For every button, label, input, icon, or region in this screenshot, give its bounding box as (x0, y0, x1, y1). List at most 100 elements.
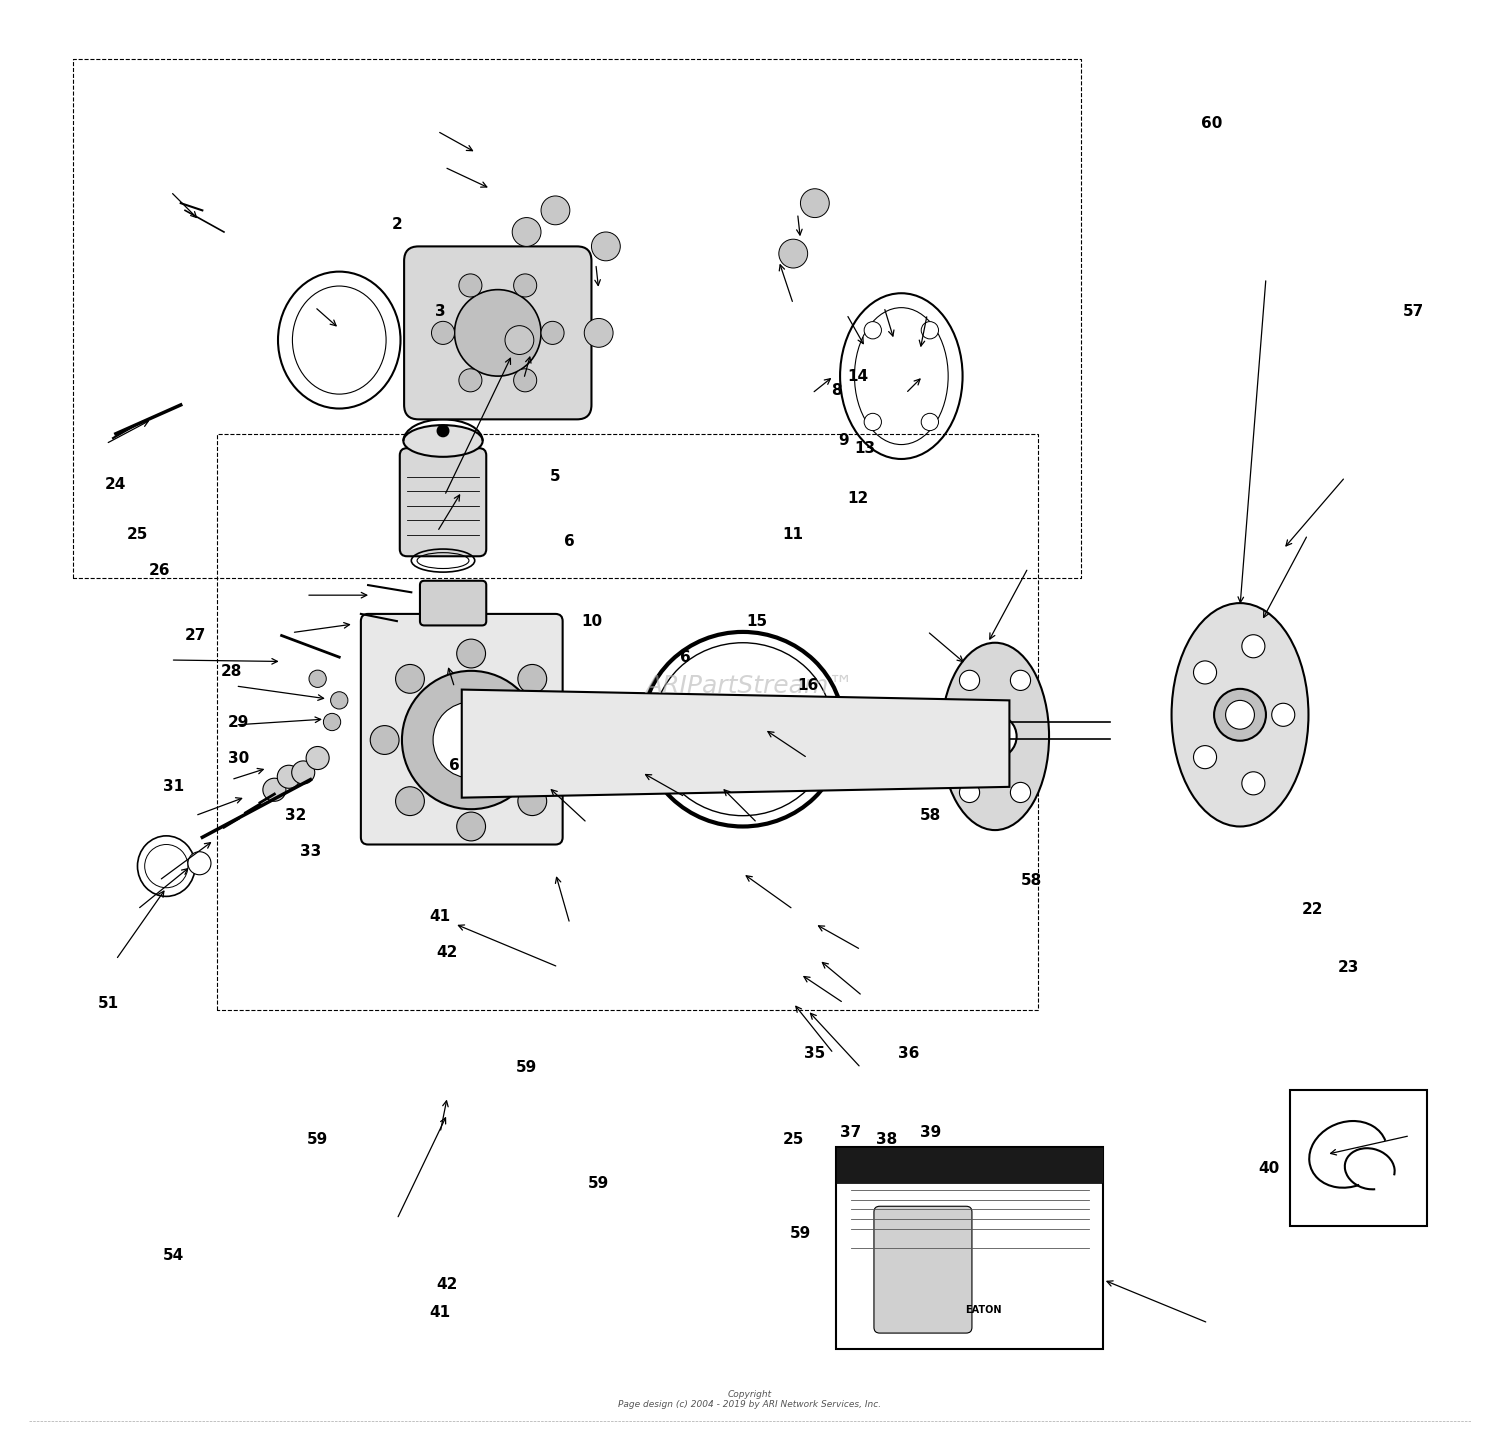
Circle shape (324, 713, 340, 731)
Circle shape (506, 326, 534, 354)
Circle shape (456, 640, 486, 669)
Text: 8: 8 (831, 383, 842, 399)
Text: 6: 6 (680, 650, 690, 664)
Text: 3: 3 (435, 303, 445, 319)
Circle shape (1242, 771, 1264, 794)
Ellipse shape (940, 643, 1048, 830)
Circle shape (801, 189, 830, 218)
Circle shape (513, 274, 537, 297)
Text: 16: 16 (796, 679, 819, 693)
Text: 51: 51 (98, 995, 118, 1011)
Circle shape (402, 671, 540, 809)
FancyBboxPatch shape (874, 1206, 972, 1333)
Bar (1290, 1090, 1428, 1226)
Circle shape (542, 196, 570, 225)
Ellipse shape (896, 713, 921, 760)
Text: 41: 41 (429, 1305, 450, 1320)
Text: 29: 29 (228, 715, 249, 729)
Polygon shape (462, 690, 1010, 797)
FancyBboxPatch shape (362, 614, 562, 845)
Text: 59: 59 (516, 1060, 537, 1076)
Circle shape (513, 368, 537, 391)
Circle shape (1242, 635, 1264, 658)
Circle shape (591, 232, 621, 261)
Text: 11: 11 (783, 527, 804, 542)
Circle shape (396, 664, 424, 693)
Text: 42: 42 (436, 1276, 457, 1291)
Ellipse shape (952, 713, 980, 760)
Text: 10: 10 (580, 614, 602, 628)
Text: 2: 2 (392, 217, 402, 232)
Text: 30: 30 (228, 751, 249, 765)
Text: 6: 6 (448, 758, 460, 773)
Text: 59: 59 (588, 1175, 609, 1191)
Circle shape (370, 725, 399, 754)
Text: 15: 15 (747, 614, 768, 628)
Text: 40: 40 (1258, 1161, 1280, 1177)
Circle shape (1011, 783, 1031, 803)
Text: 57: 57 (1402, 303, 1423, 319)
Circle shape (778, 240, 807, 269)
Circle shape (1194, 661, 1216, 684)
Circle shape (585, 319, 614, 348)
Circle shape (433, 702, 508, 778)
Circle shape (974, 715, 1017, 758)
FancyBboxPatch shape (404, 247, 591, 419)
Circle shape (262, 778, 286, 801)
Circle shape (921, 322, 939, 339)
Text: 22: 22 (1302, 902, 1323, 917)
Text: 42: 42 (436, 944, 457, 960)
Circle shape (864, 413, 882, 430)
Circle shape (432, 322, 454, 345)
FancyBboxPatch shape (420, 580, 486, 625)
Circle shape (456, 812, 486, 840)
Ellipse shape (404, 425, 483, 456)
Text: 60: 60 (1200, 117, 1222, 131)
Circle shape (278, 765, 300, 788)
Circle shape (1214, 689, 1266, 741)
Text: 37: 37 (840, 1125, 861, 1141)
Circle shape (960, 670, 980, 690)
Text: 9: 9 (839, 433, 849, 449)
Text: 25: 25 (783, 1132, 804, 1148)
Circle shape (1011, 670, 1031, 690)
Circle shape (518, 664, 546, 693)
Text: 23: 23 (1338, 959, 1359, 975)
Text: 32: 32 (285, 809, 306, 823)
Text: 59: 59 (308, 1132, 328, 1148)
Circle shape (542, 322, 564, 345)
Text: 24: 24 (105, 477, 126, 492)
Bar (837, 1147, 1102, 1349)
Text: 58: 58 (920, 809, 940, 823)
Circle shape (1226, 700, 1254, 729)
Text: 36: 36 (898, 1045, 920, 1061)
Text: 13: 13 (855, 440, 876, 456)
Circle shape (291, 761, 315, 784)
Text: 28: 28 (220, 664, 242, 679)
Text: 26: 26 (148, 563, 170, 578)
Circle shape (518, 787, 546, 816)
Text: EATON: EATON (964, 1305, 1002, 1315)
Circle shape (864, 322, 882, 339)
Text: 6: 6 (564, 534, 574, 549)
Text: 31: 31 (164, 780, 184, 794)
Text: 33: 33 (300, 845, 321, 859)
Bar (837, 1147, 1102, 1183)
Text: 59: 59 (790, 1226, 812, 1242)
Circle shape (454, 290, 542, 375)
Circle shape (459, 368, 482, 391)
Text: 54: 54 (164, 1248, 184, 1262)
Text: 38: 38 (876, 1132, 897, 1148)
Text: 12: 12 (847, 491, 868, 505)
Text: 25: 25 (128, 527, 148, 542)
Text: 41: 41 (429, 910, 450, 924)
Text: Copyright
Page design (c) 2004 - 2019 by ARI Network Services, Inc.: Copyright Page design (c) 2004 - 2019 by… (618, 1389, 882, 1409)
Ellipse shape (1172, 604, 1308, 826)
Text: 35: 35 (804, 1045, 825, 1061)
Text: 27: 27 (184, 628, 206, 643)
Circle shape (1194, 745, 1216, 768)
Circle shape (960, 783, 980, 803)
Circle shape (459, 274, 482, 297)
FancyBboxPatch shape (400, 448, 486, 556)
Circle shape (396, 787, 424, 816)
